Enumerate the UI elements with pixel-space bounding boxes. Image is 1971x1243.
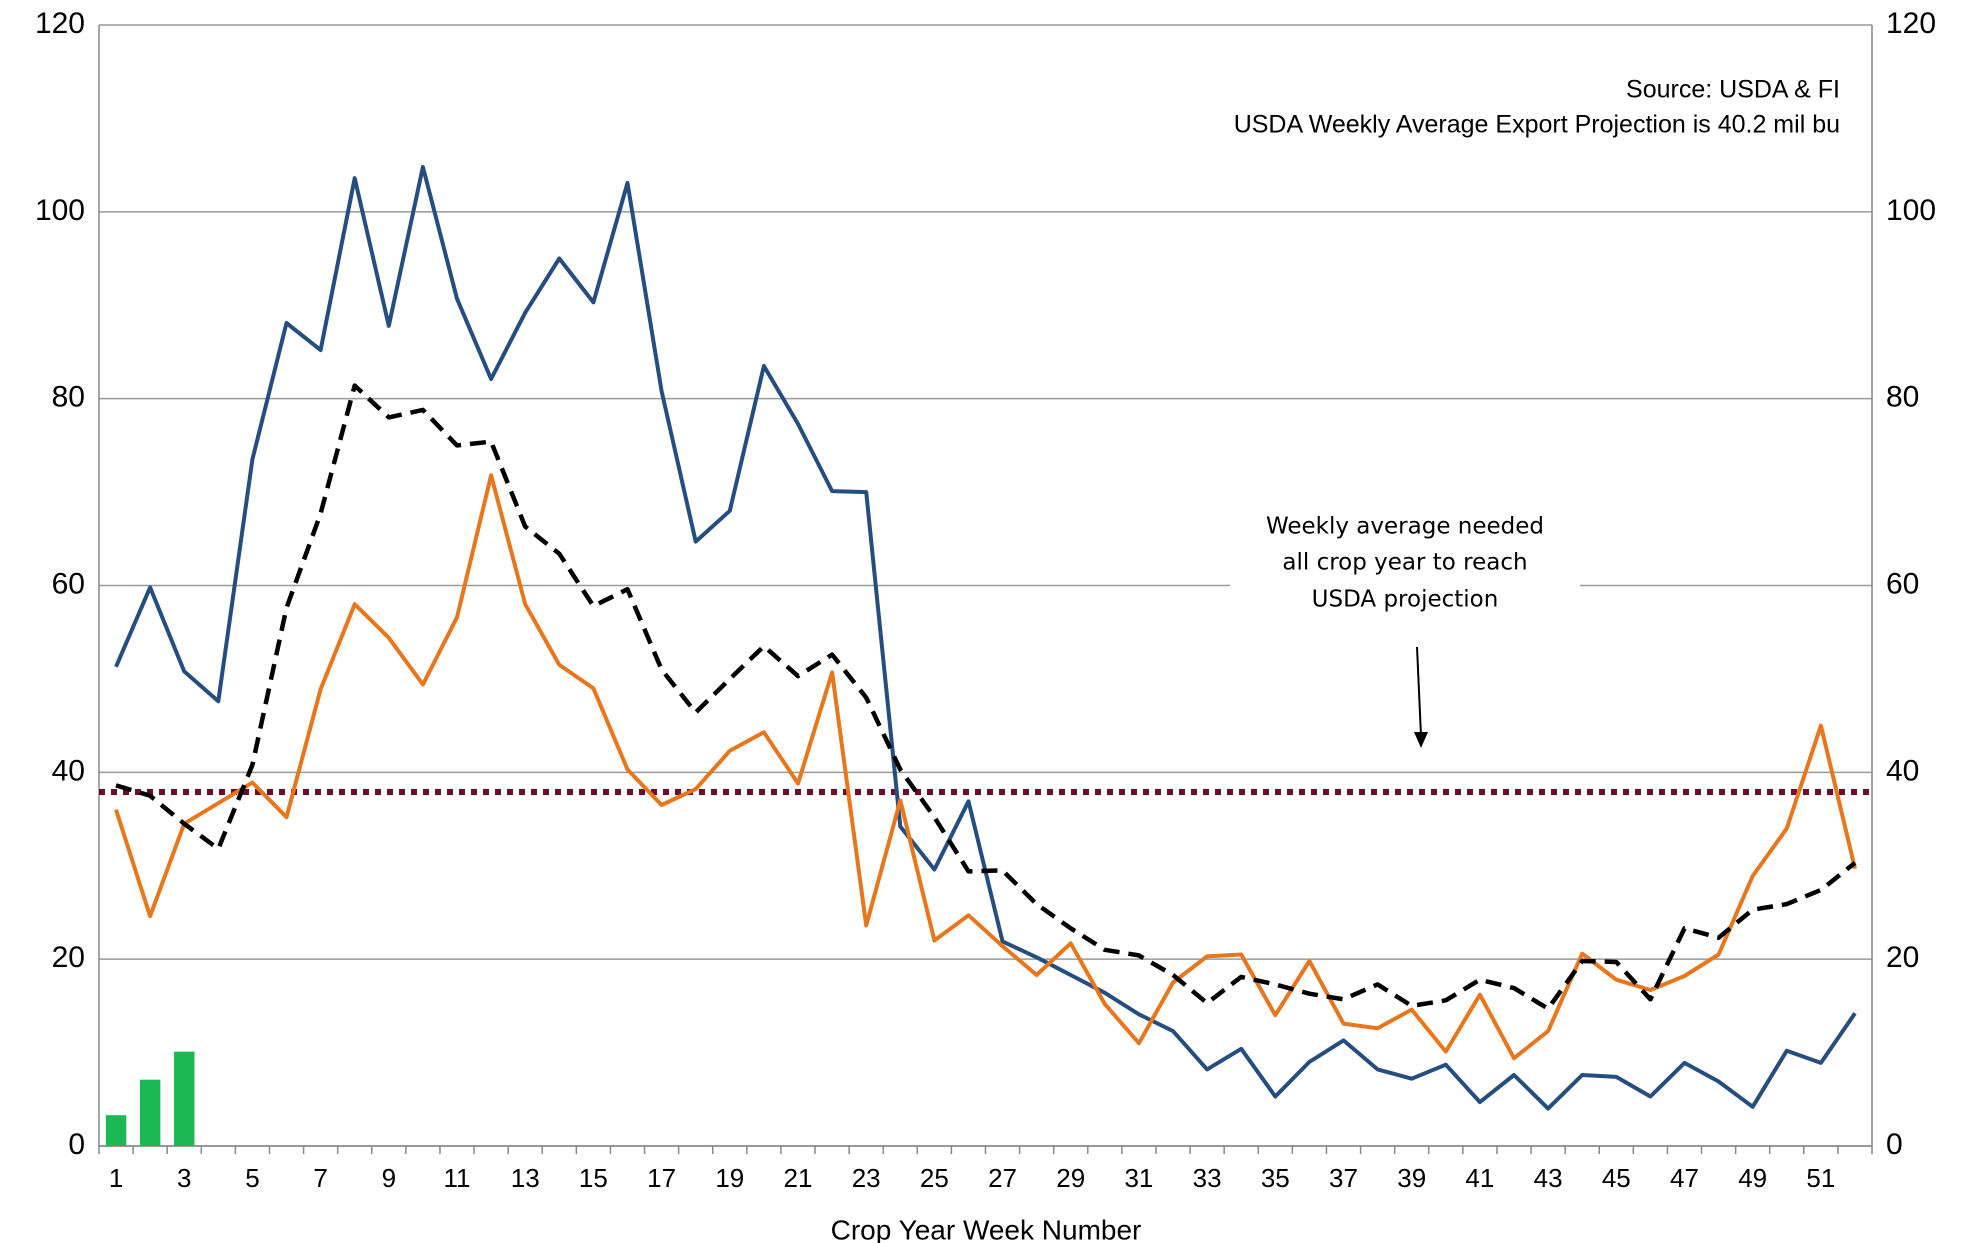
y2-tick-label: 60	[1886, 567, 1919, 600]
y-tick-label: 60	[52, 567, 85, 600]
x-tick-label: 29	[1056, 1163, 1085, 1193]
x-tick-label: 19	[715, 1163, 744, 1193]
x-tick-label: 17	[647, 1163, 676, 1193]
x-tick-label: 45	[1602, 1163, 1631, 1193]
bar	[174, 1051, 195, 1146]
annotation: all crop year to reach	[1282, 550, 1527, 576]
x-tick-label: 13	[511, 1163, 540, 1193]
bar	[139, 1079, 161, 1146]
x-tick-label: 49	[1738, 1163, 1767, 1193]
x-tick-label: 51	[1806, 1163, 1835, 1193]
x-tick-label: 23	[852, 1163, 881, 1193]
x-tick-label: 25	[920, 1163, 949, 1193]
y-tick-label: 0	[68, 1128, 85, 1161]
y2-tick-label: 0	[1886, 1128, 1903, 1161]
x-tick-label: 5	[245, 1163, 259, 1193]
x-tick-label: 11	[444, 1163, 471, 1193]
x-tick-label: 15	[579, 1163, 608, 1193]
x-tick-label: 31	[1124, 1163, 1153, 1193]
x-tick-label: 47	[1670, 1163, 1699, 1193]
line-series	[115, 383, 1857, 1011]
y-tick-label: 40	[52, 754, 85, 787]
bar	[105, 1115, 127, 1146]
x-tick-label: 3	[177, 1163, 191, 1193]
y2-tick-label: 120	[1886, 7, 1936, 40]
x-tick-label: 43	[1534, 1163, 1563, 1193]
x-tick-label: 41	[1465, 1163, 1494, 1193]
x-tick-label: 1	[109, 1163, 123, 1193]
y2-tick-label: 20	[1886, 941, 1919, 974]
x-tick-label: 27	[988, 1163, 1017, 1193]
y2-tick-label: 100	[1886, 194, 1936, 227]
annotation-bg	[1230, 505, 1580, 622]
x-tick-label: 21	[784, 1163, 813, 1193]
x-tick-label: 37	[1329, 1163, 1358, 1193]
y-tick-label: 120	[35, 7, 85, 40]
y2-tick-label: 80	[1886, 381, 1919, 414]
y-tick-label: 100	[35, 194, 85, 227]
x-tick-label: 33	[1193, 1163, 1222, 1193]
annotation: Weekly average needed	[1266, 514, 1544, 540]
x-tick-label: 39	[1397, 1163, 1426, 1193]
annotation-arrow	[1416, 646, 1422, 737]
x-tick-label: 35	[1261, 1163, 1290, 1193]
annotation-arrowhead	[1414, 732, 1428, 748]
annotation: USDA projection	[1312, 587, 1499, 613]
line-series	[114, 473, 1857, 1061]
y-tick-label: 20	[52, 941, 85, 974]
x-tick-label: 7	[313, 1163, 327, 1193]
note: USDA Weekly Average Export Projection is…	[1234, 111, 1840, 139]
x-axis-title: Crop Year Week Number	[831, 1214, 1142, 1243]
source: Source: USDA & FI	[1626, 76, 1840, 104]
y2-tick-label: 40	[1886, 754, 1919, 787]
y-tick-label: 80	[52, 381, 85, 414]
x-tick-label: 9	[382, 1163, 396, 1193]
